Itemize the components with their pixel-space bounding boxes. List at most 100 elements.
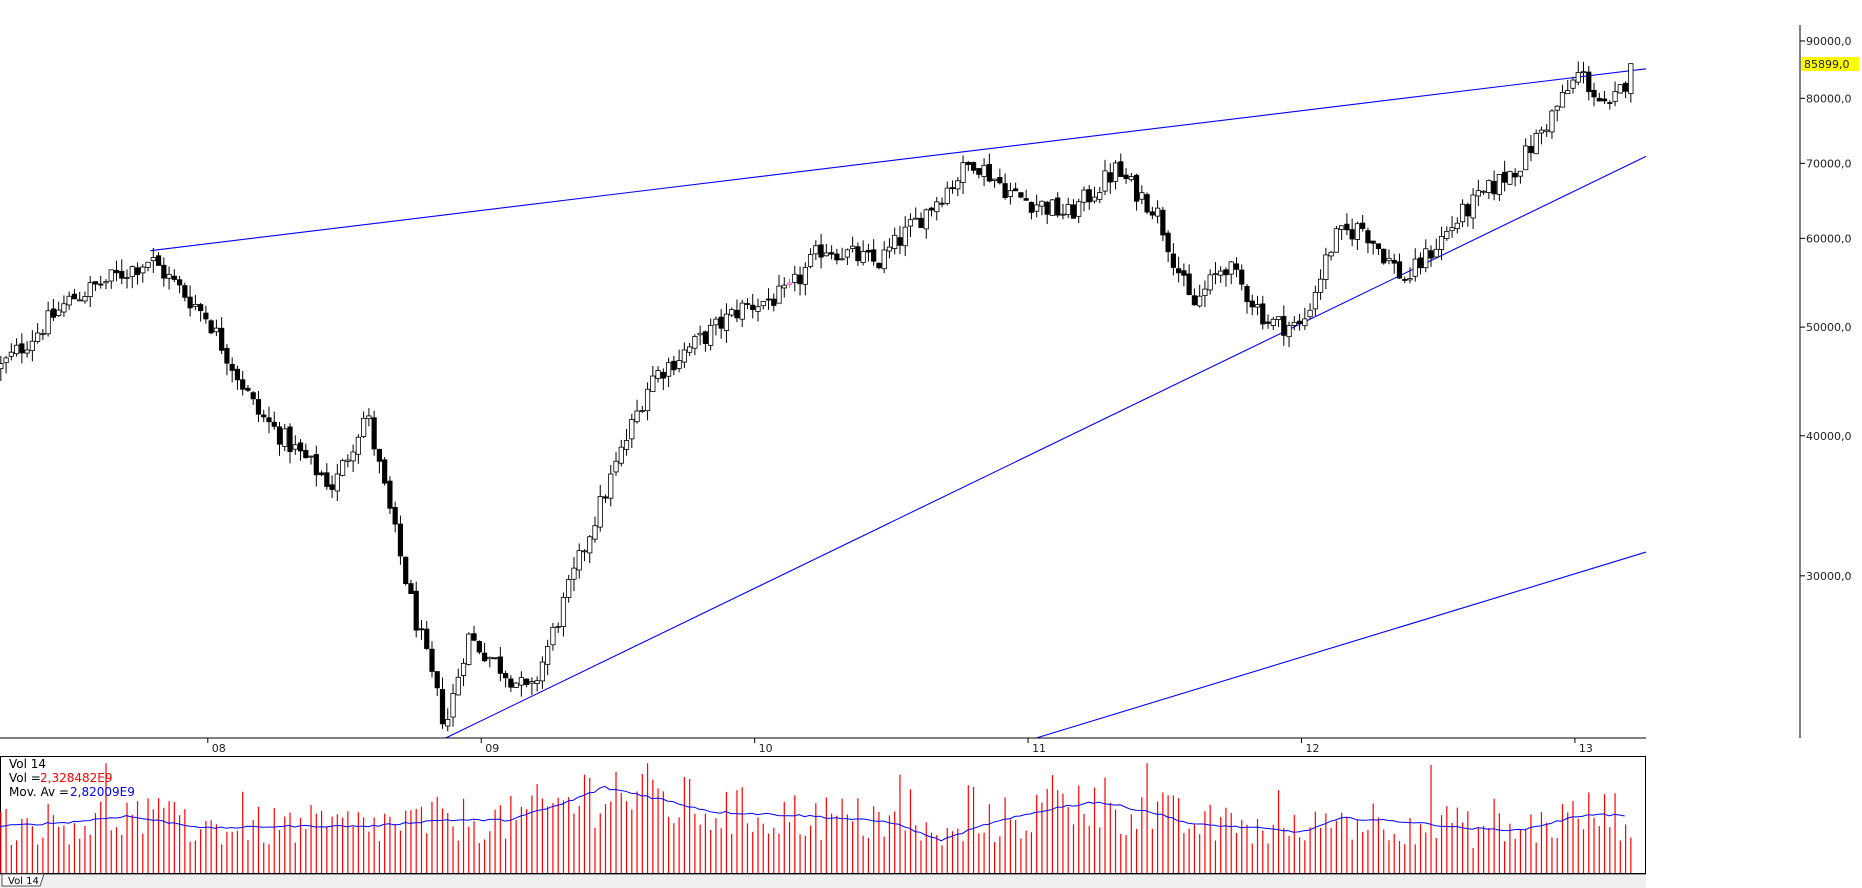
candle-body — [303, 449, 309, 459]
candle-body — [1423, 248, 1429, 269]
candle-body — [198, 304, 204, 312]
candle-body — [1044, 201, 1050, 215]
candle-body — [140, 266, 146, 274]
candle-body — [129, 266, 135, 278]
y-axis-ticks: 90000,0 80000,0 70000,0 60000,0 50000,0 40000… — [1800, 35, 1852, 583]
candle-body — [134, 267, 141, 276]
candle-body — [245, 387, 251, 391]
candle-body — [1176, 268, 1182, 274]
volume-panel[interactable]: Vol 14 Vol = 2,328482E9 Mov. Av = 2,8200… — [0, 756, 1646, 874]
candle-body — [881, 249, 887, 270]
volume-panel-frame — [0, 756, 1646, 874]
candle-body — [1181, 270, 1187, 276]
candle-body — [750, 304, 756, 310]
candle-body — [429, 648, 435, 672]
candle-body — [944, 187, 950, 204]
candle-body — [150, 257, 156, 262]
candle-body — [1586, 71, 1592, 93]
y-tick-label: 40000,0 — [1806, 430, 1852, 443]
candle-body — [24, 349, 30, 354]
candle-body — [297, 442, 304, 452]
candle-body — [1302, 318, 1308, 327]
candle-body — [529, 681, 535, 684]
candle-body — [1049, 199, 1056, 216]
candle-body — [466, 633, 472, 665]
candle-body — [1002, 183, 1008, 198]
candle-body — [802, 267, 808, 285]
candle-body — [1144, 194, 1150, 213]
candle-body — [760, 301, 766, 307]
candle-body — [1486, 180, 1492, 193]
candle-body — [77, 299, 83, 302]
candle-body — [413, 590, 419, 631]
volume-legend-ma-label: Mov. Av = — [9, 785, 69, 799]
candle-body — [1028, 202, 1035, 213]
candle-body — [1123, 174, 1129, 180]
tab-vol-14[interactable]: Vol 14 — [1, 873, 45, 887]
candle-body — [1407, 278, 1413, 281]
candle-body — [392, 506, 398, 525]
candle-body — [1575, 72, 1581, 83]
candle-body — [1622, 82, 1629, 92]
volume-bars — [0, 763, 1632, 873]
candle-body — [240, 379, 246, 390]
candle-body — [639, 410, 645, 413]
candle-body — [555, 625, 561, 628]
candle-body — [566, 579, 572, 598]
y-tick-label: 50000,0 — [1806, 321, 1852, 334]
candle-body — [776, 285, 782, 304]
candle-body — [1601, 98, 1608, 102]
candle-body — [292, 444, 298, 450]
panel-tab-strip — [0, 874, 1646, 888]
candle-body — [182, 285, 188, 298]
candle-body — [1013, 188, 1019, 192]
candle-body — [497, 656, 503, 674]
candle-body — [976, 168, 982, 175]
candle-body — [481, 652, 488, 662]
candle-body — [82, 296, 88, 302]
candle-body — [892, 234, 898, 249]
candle-body — [902, 226, 908, 247]
candle-body — [1207, 274, 1213, 291]
candle-body — [445, 719, 451, 727]
candle-body — [734, 309, 740, 319]
candle-body — [1354, 223, 1361, 240]
candle-body — [71, 293, 78, 300]
candle-body — [1591, 89, 1597, 98]
candle-body — [334, 473, 340, 492]
y-tick-label: 80000,0 — [1806, 92, 1852, 105]
candle-body — [1533, 133, 1539, 155]
candle-body — [1202, 288, 1208, 297]
candle-body — [981, 164, 987, 177]
last-price-marker: 85899,0 — [1801, 57, 1859, 71]
candle-body — [492, 657, 498, 660]
candle-body — [1396, 261, 1403, 279]
candle-body — [176, 279, 183, 286]
candle-body — [1076, 201, 1082, 217]
candle-body — [692, 336, 698, 349]
candle-body — [66, 295, 72, 306]
candle-body — [1060, 213, 1066, 216]
candle-body — [1034, 204, 1040, 212]
candle-body — [618, 446, 624, 464]
candle-body — [655, 370, 661, 379]
candle-body — [450, 693, 456, 718]
candle-body — [98, 283, 104, 286]
candle-body — [339, 460, 346, 476]
candle-body — [771, 298, 777, 306]
price-panel[interactable]: 90000,0 80000,0 70000,0 60000,0 50000,0 40000… — [0, 25, 1859, 755]
candle-body — [40, 333, 46, 336]
candle-body — [1197, 295, 1203, 307]
candle-body — [1628, 63, 1634, 95]
candle-body — [1212, 273, 1219, 276]
candle-body — [1360, 222, 1366, 230]
candle-body — [1275, 316, 1282, 320]
candle-body — [1281, 316, 1287, 336]
candle-body — [886, 246, 893, 252]
candle-body — [650, 375, 656, 393]
trendline — [445, 155, 1647, 739]
candle-body — [708, 324, 714, 346]
candle-body — [1160, 209, 1166, 236]
candle-body — [1323, 254, 1329, 280]
